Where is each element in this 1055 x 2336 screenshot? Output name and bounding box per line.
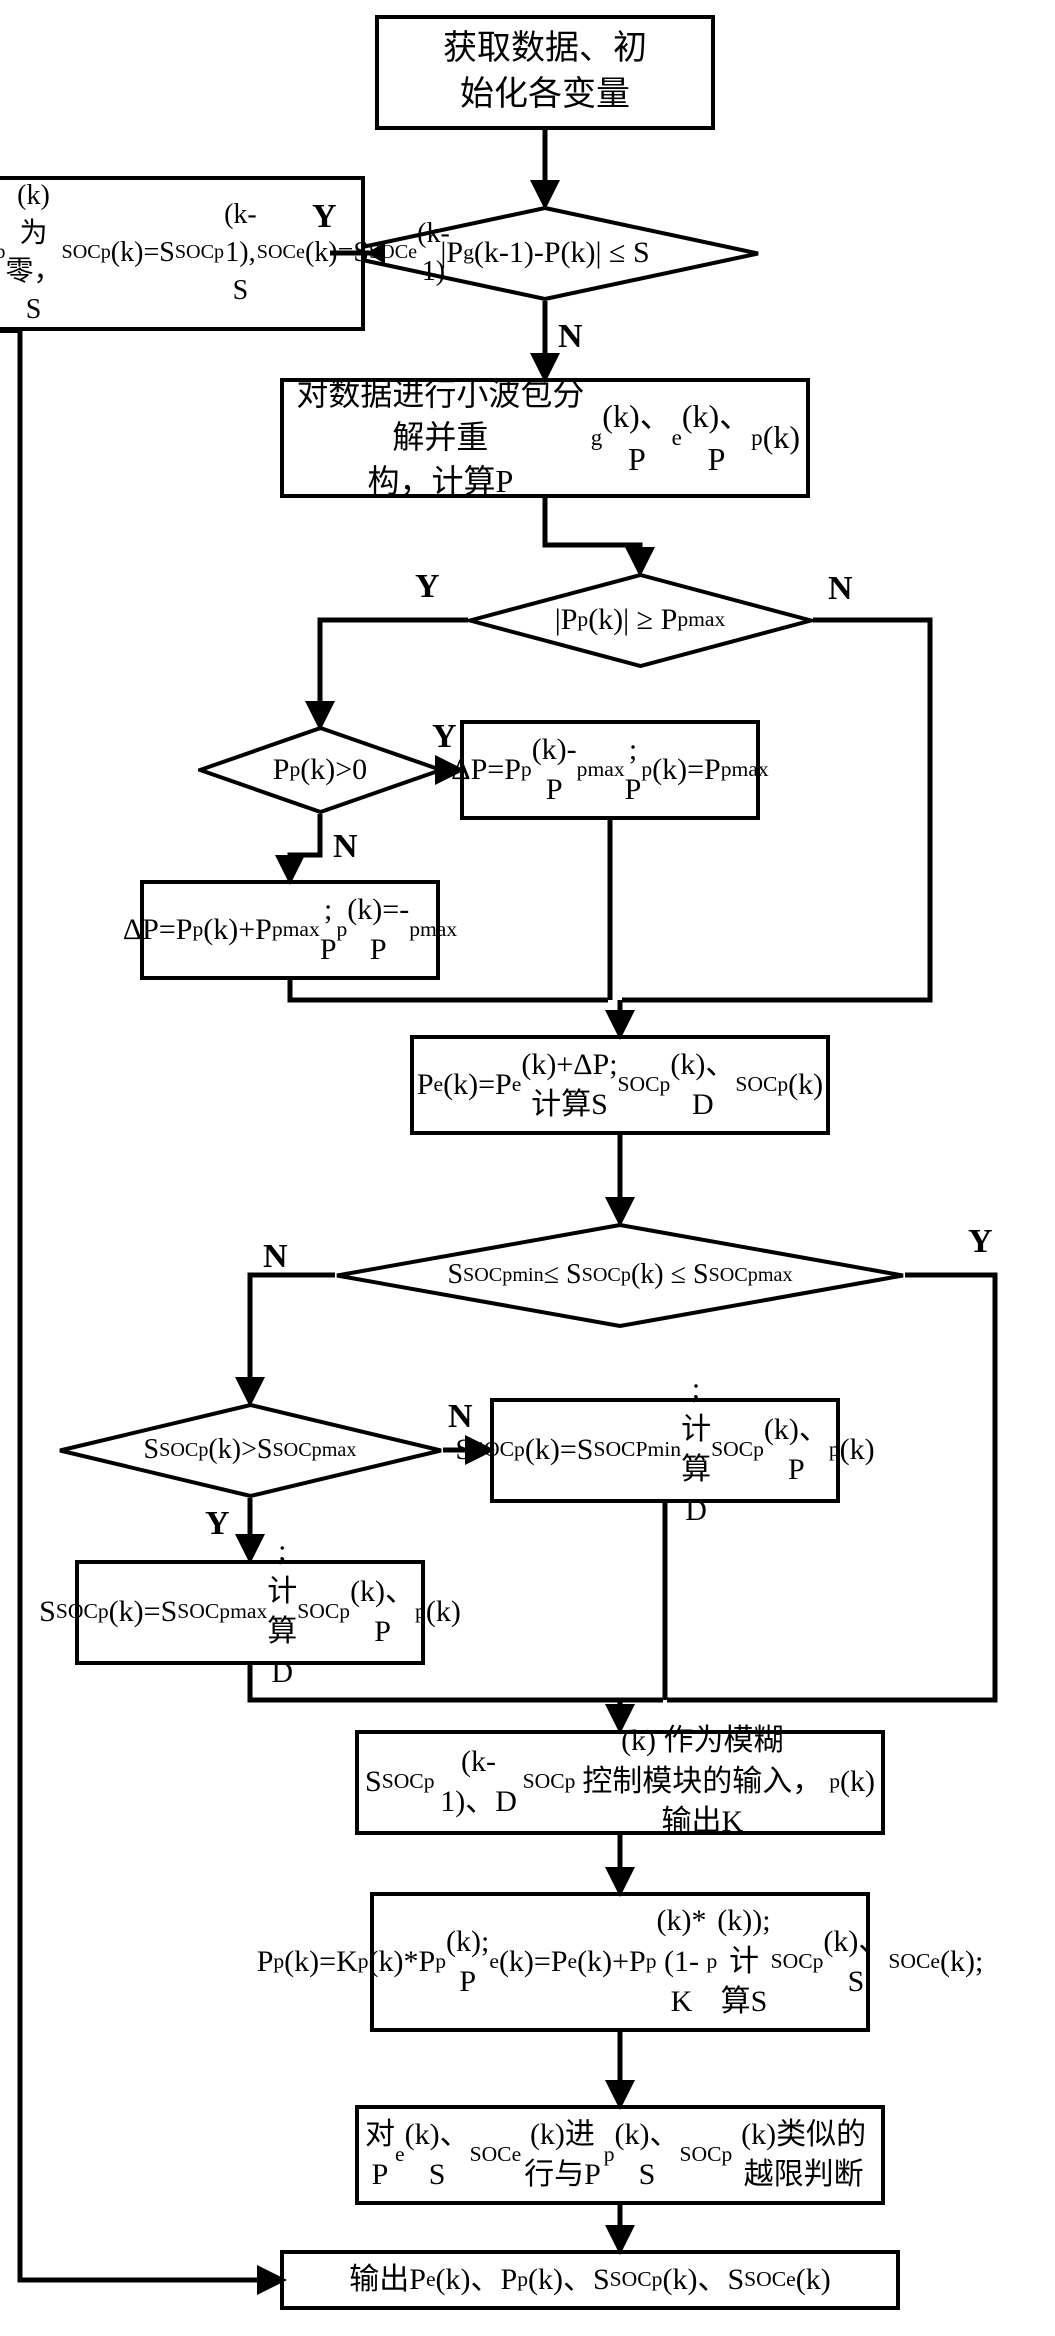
node-n6: Pe(k)=Pe(k)+ΔP;计算SSOCp(k)、DSOCp(k) xyxy=(410,1035,830,1135)
node-n3: 对数据进行小波包分解并重构，计算Pg(k)、Pe(k)、Pp(k) xyxy=(280,378,810,498)
branch-label: N xyxy=(333,828,358,866)
node-n8: SSOCp(k)=SSOCpmax;计算DSOCp(k)、Pp(k) xyxy=(75,1560,425,1665)
node-n12: 输出Pe(k)、Pp(k)、SSOCp(k)、SSOCe(k) xyxy=(280,2250,900,2310)
node-n2: Pe(k)、Pp(k) 为零，SSOCp(k)=SSOCp(k-1),SSOCe… xyxy=(0,176,365,331)
branch-label: N xyxy=(448,1398,473,1436)
node-n1: 获取数据、初始化各变量 xyxy=(375,15,715,130)
branch-label: N xyxy=(263,1238,288,1276)
node-d2: |Pp(k)| ≥ Ppmax xyxy=(468,573,813,668)
node-d3: Pp(k)>0 xyxy=(198,726,443,814)
branch-label: N xyxy=(558,318,583,356)
node-d5: SSOCp(k)>SSOCpmax xyxy=(58,1403,443,1498)
branch-label: Y xyxy=(415,568,440,606)
node-n11: 对Pe(k)、SSOCe(k)进行与Pp(k)、SSOCp(k)类似的越限判断 xyxy=(355,2105,885,2205)
node-n9: SSOCp(k-1)、DSOCp(k) 作为模糊控制模块的输入，输出Kp(k) xyxy=(355,1730,885,1835)
branch-label: N xyxy=(828,570,853,608)
branch-label: Y xyxy=(312,198,337,236)
branch-label: Y xyxy=(968,1223,993,1261)
node-n10: Pp(k)=Kp(k)*Pp(k);Pe(k)=Pe(k)+Pp(k)*(1-K… xyxy=(370,1892,870,2032)
node-n5: ΔP=Pp(k)+Ppmax;Pp(k)=-Ppmax xyxy=(140,880,440,980)
branch-label: Y xyxy=(432,718,457,756)
branch-label: Y xyxy=(205,1505,230,1543)
node-n7: SSOCp(k)=SSOCPmin;计算DSOCp(k)、Pp(k) xyxy=(490,1398,840,1503)
node-d4: SSOCpmin ≤ SSOCp(k) ≤ SSOCpmax xyxy=(335,1223,905,1328)
node-n4: ΔP=Pp(k)-Ppmax;Pp(k)=Ppmax xyxy=(460,720,760,820)
